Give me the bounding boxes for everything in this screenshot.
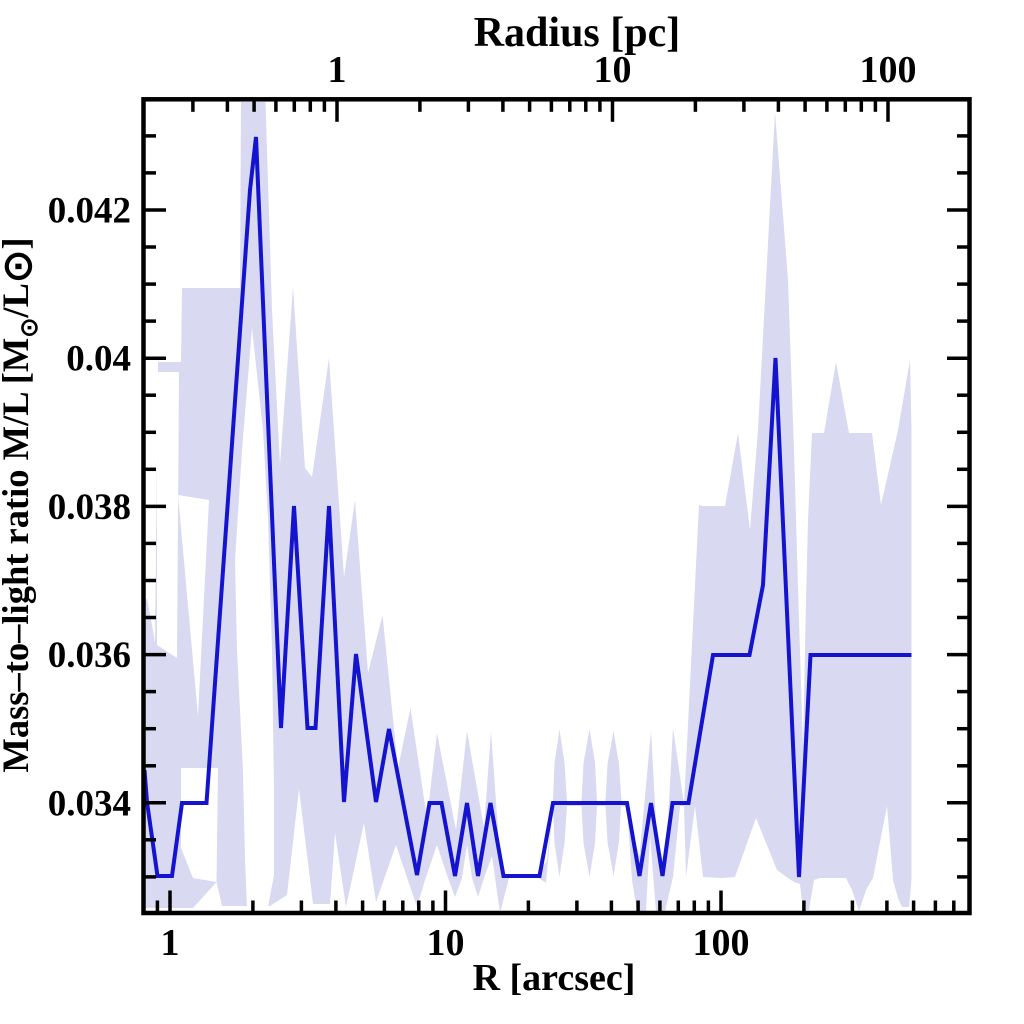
svg-text:Radius [pc]: Radius [pc] (474, 10, 681, 56)
svg-text:100: 100 (693, 922, 750, 964)
svg-text:100: 100 (860, 49, 917, 91)
svg-text:R [arcsec]: R [arcsec] (473, 957, 636, 999)
svg-text:1: 1 (328, 49, 347, 91)
svg-text:10: 10 (594, 49, 632, 91)
svg-text:0.038: 0.038 (48, 487, 131, 528)
svg-text:0.04: 0.04 (66, 339, 131, 380)
svg-text:10: 10 (427, 922, 465, 964)
svg-text:0.036: 0.036 (48, 635, 131, 676)
svg-text:1: 1 (161, 922, 180, 964)
svg-text:0.034: 0.034 (48, 783, 131, 824)
svg-text:0.042: 0.042 (48, 191, 131, 232)
